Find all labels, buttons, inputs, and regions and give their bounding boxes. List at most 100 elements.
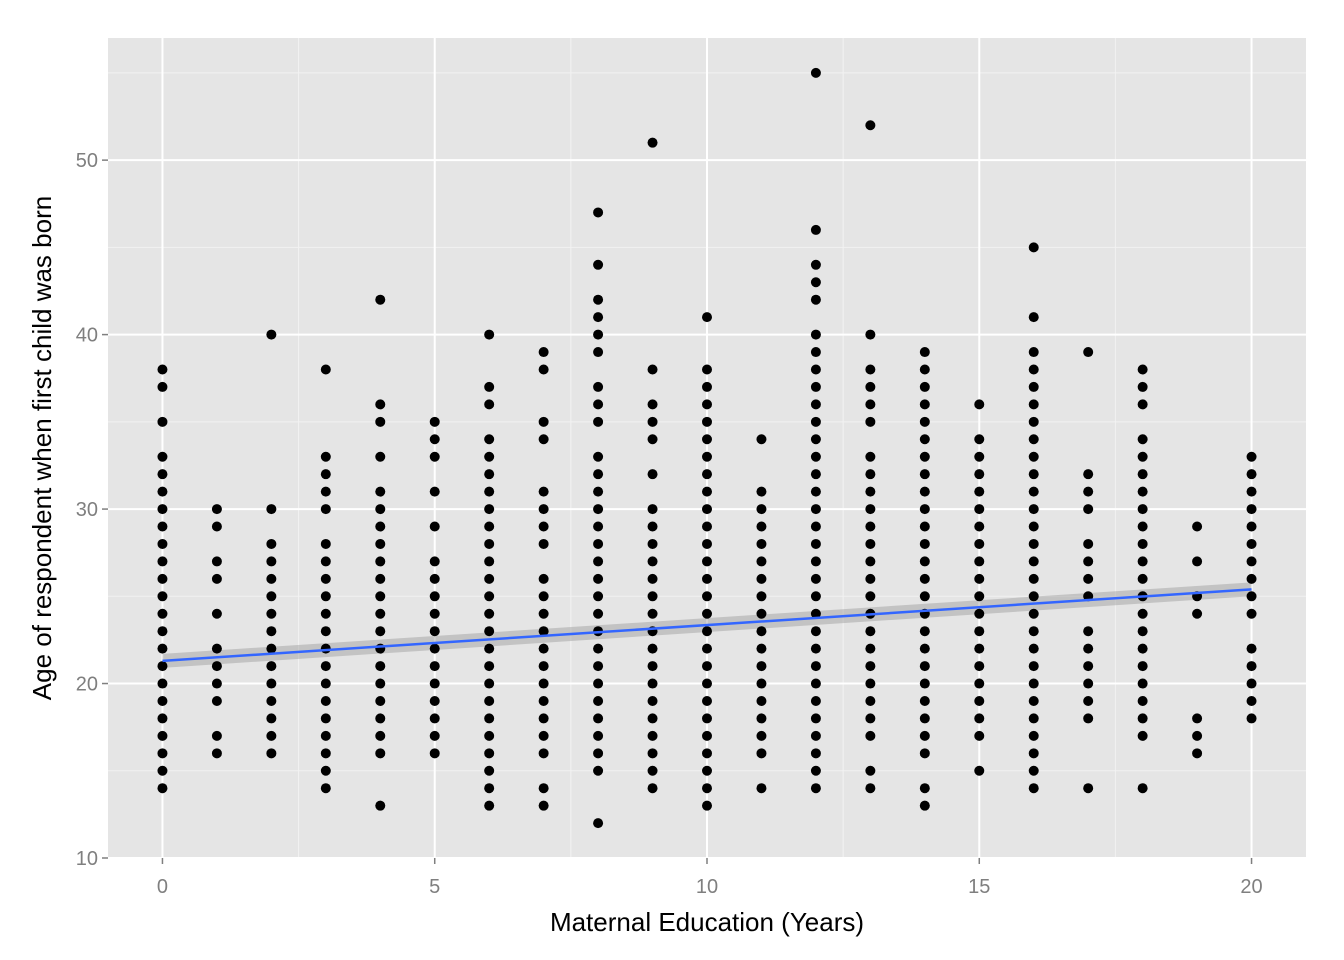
- data-point: [320, 695, 331, 706]
- data-point: [1137, 399, 1148, 410]
- data-point: [375, 678, 386, 689]
- x-tick-label: 0: [157, 876, 168, 898]
- data-point: [320, 765, 331, 776]
- data-point: [375, 661, 386, 672]
- data-point: [919, 399, 930, 410]
- data-point: [157, 678, 168, 689]
- data-point: [484, 434, 495, 445]
- data-point: [211, 521, 222, 532]
- data-point: [429, 695, 440, 706]
- data-point: [266, 573, 277, 584]
- data-point: [810, 695, 821, 706]
- data-point: [810, 259, 821, 270]
- data-point: [157, 626, 168, 637]
- data-point: [810, 294, 821, 305]
- data-point: [865, 713, 876, 724]
- data-point: [810, 504, 821, 515]
- data-point: [593, 713, 604, 724]
- data-point: [484, 591, 495, 602]
- data-point: [538, 521, 549, 532]
- data-point: [593, 469, 604, 480]
- data-point: [810, 434, 821, 445]
- data-point: [375, 591, 386, 602]
- data-point: [157, 538, 168, 549]
- data-point: [647, 416, 658, 427]
- data-point: [919, 748, 930, 759]
- data-point: [865, 399, 876, 410]
- data-point: [375, 608, 386, 619]
- data-point: [647, 783, 658, 794]
- data-point: [702, 591, 712, 602]
- data-point: [756, 695, 767, 706]
- data-point: [1246, 573, 1257, 584]
- data-point: [593, 504, 604, 515]
- data-point: [919, 347, 930, 358]
- data-point: [865, 451, 876, 462]
- data-point: [538, 434, 549, 445]
- data-point: [157, 643, 168, 654]
- data-point: [1137, 573, 1148, 584]
- data-point: [1028, 364, 1039, 375]
- data-point: [157, 451, 168, 462]
- data-point: [919, 556, 930, 567]
- data-point: [157, 381, 168, 392]
- data-point: [266, 678, 277, 689]
- data-point: [1083, 504, 1094, 515]
- data-point: [1192, 748, 1203, 759]
- data-point: [647, 573, 658, 584]
- data-point: [919, 573, 930, 584]
- data-point: [375, 504, 386, 515]
- data-point: [974, 661, 985, 672]
- data-point: [702, 469, 712, 480]
- data-point: [1028, 626, 1039, 637]
- data-point: [1083, 643, 1094, 654]
- data-point: [484, 678, 495, 689]
- data-point: [810, 678, 821, 689]
- data-point: [593, 329, 604, 340]
- data-point: [1028, 416, 1039, 427]
- data-point: [756, 661, 767, 672]
- data-point: [756, 783, 767, 794]
- data-point: [1137, 504, 1148, 515]
- data-point: [1028, 695, 1039, 706]
- data-point: [919, 695, 930, 706]
- data-point: [266, 329, 277, 340]
- data-point: [320, 608, 331, 619]
- data-point: [810, 347, 821, 358]
- data-point: [974, 538, 985, 549]
- data-point: [865, 626, 876, 637]
- data-point: [919, 661, 930, 672]
- data-point: [484, 748, 495, 759]
- data-point: [1083, 626, 1094, 637]
- data-point: [538, 364, 549, 375]
- data-point: [1028, 783, 1039, 794]
- data-point: [702, 521, 712, 532]
- data-point: [756, 504, 767, 515]
- data-point: [702, 643, 712, 654]
- data-point: [1137, 521, 1148, 532]
- data-point: [429, 678, 440, 689]
- data-point: [484, 556, 495, 567]
- data-point: [756, 538, 767, 549]
- data-point: [1083, 469, 1094, 480]
- data-point: [1028, 347, 1039, 358]
- data-point: [756, 521, 767, 532]
- data-point: [429, 416, 440, 427]
- data-point: [429, 521, 440, 532]
- data-point: [702, 416, 712, 427]
- data-point: [810, 364, 821, 375]
- data-point: [865, 783, 876, 794]
- data-point: [810, 486, 821, 497]
- data-point: [1137, 678, 1148, 689]
- data-point: [702, 556, 712, 567]
- data-point: [266, 556, 277, 567]
- data-point: [157, 661, 168, 672]
- y-axis: 10 20 30 40 50: [76, 150, 108, 870]
- data-point: [211, 730, 222, 741]
- data-point: [810, 538, 821, 549]
- data-point: [538, 800, 549, 811]
- data-point: [756, 434, 767, 445]
- data-point: [1137, 381, 1148, 392]
- data-point: [266, 730, 277, 741]
- data-point: [1137, 783, 1148, 794]
